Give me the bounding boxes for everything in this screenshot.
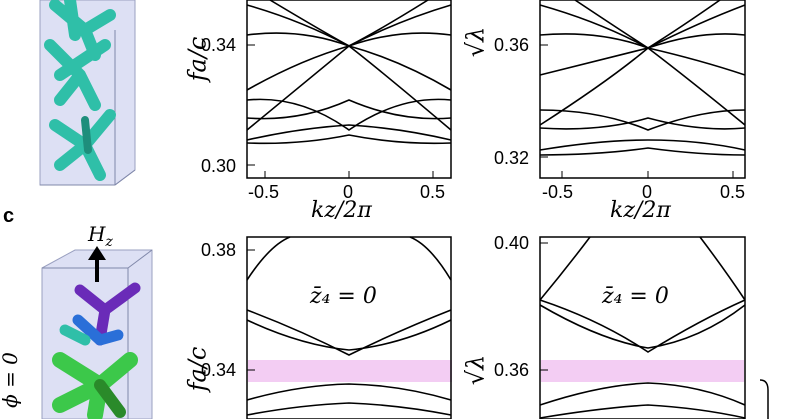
band-gap-highlight	[248, 360, 452, 382]
panel-top-left	[246, 0, 452, 179]
field-label: Hz	[88, 222, 113, 250]
panel-label-c: c	[3, 205, 15, 227]
panel-top-right	[539, 0, 746, 179]
phi-label: ϕ = 0	[0, 352, 22, 408]
structure-bottom	[52, 282, 141, 419]
xtick: 0.5	[420, 182, 446, 202]
panel-bottom-right	[539, 236, 746, 419]
ytick: 0.34	[201, 35, 237, 55]
annotation-bottom-right: z̄₄ = 0	[602, 284, 669, 309]
xlabel-top-right: kz/2π	[610, 198, 671, 223]
band-gap-highlight	[541, 360, 744, 382]
ylabel-bottom-right: √λ	[461, 354, 490, 386]
ytick: 0.38	[201, 240, 237, 260]
ylabel-top-right: √λ	[461, 26, 490, 58]
field-arrow	[88, 246, 106, 282]
panel-bottom-left	[246, 236, 452, 419]
ytick: 0.32	[494, 148, 530, 168]
annotation-bottom-left: z̄₄ = 0	[310, 284, 377, 309]
structure-top	[44, 0, 116, 181]
xtick: 0	[642, 182, 653, 202]
ytick: 0.36	[494, 35, 530, 55]
xtick: -0.5	[542, 182, 574, 202]
ytick: 0.36	[494, 360, 530, 380]
ytick: 0.30	[201, 156, 237, 176]
xtick: -0.5	[248, 182, 280, 202]
bracket	[759, 379, 769, 419]
xtick: 0.5	[720, 182, 746, 202]
xtick: 0	[343, 182, 354, 202]
xlabel-top-left: kz/2π	[311, 198, 372, 223]
ytick: 0.34	[201, 360, 237, 380]
ytick: 0.40	[494, 233, 530, 253]
